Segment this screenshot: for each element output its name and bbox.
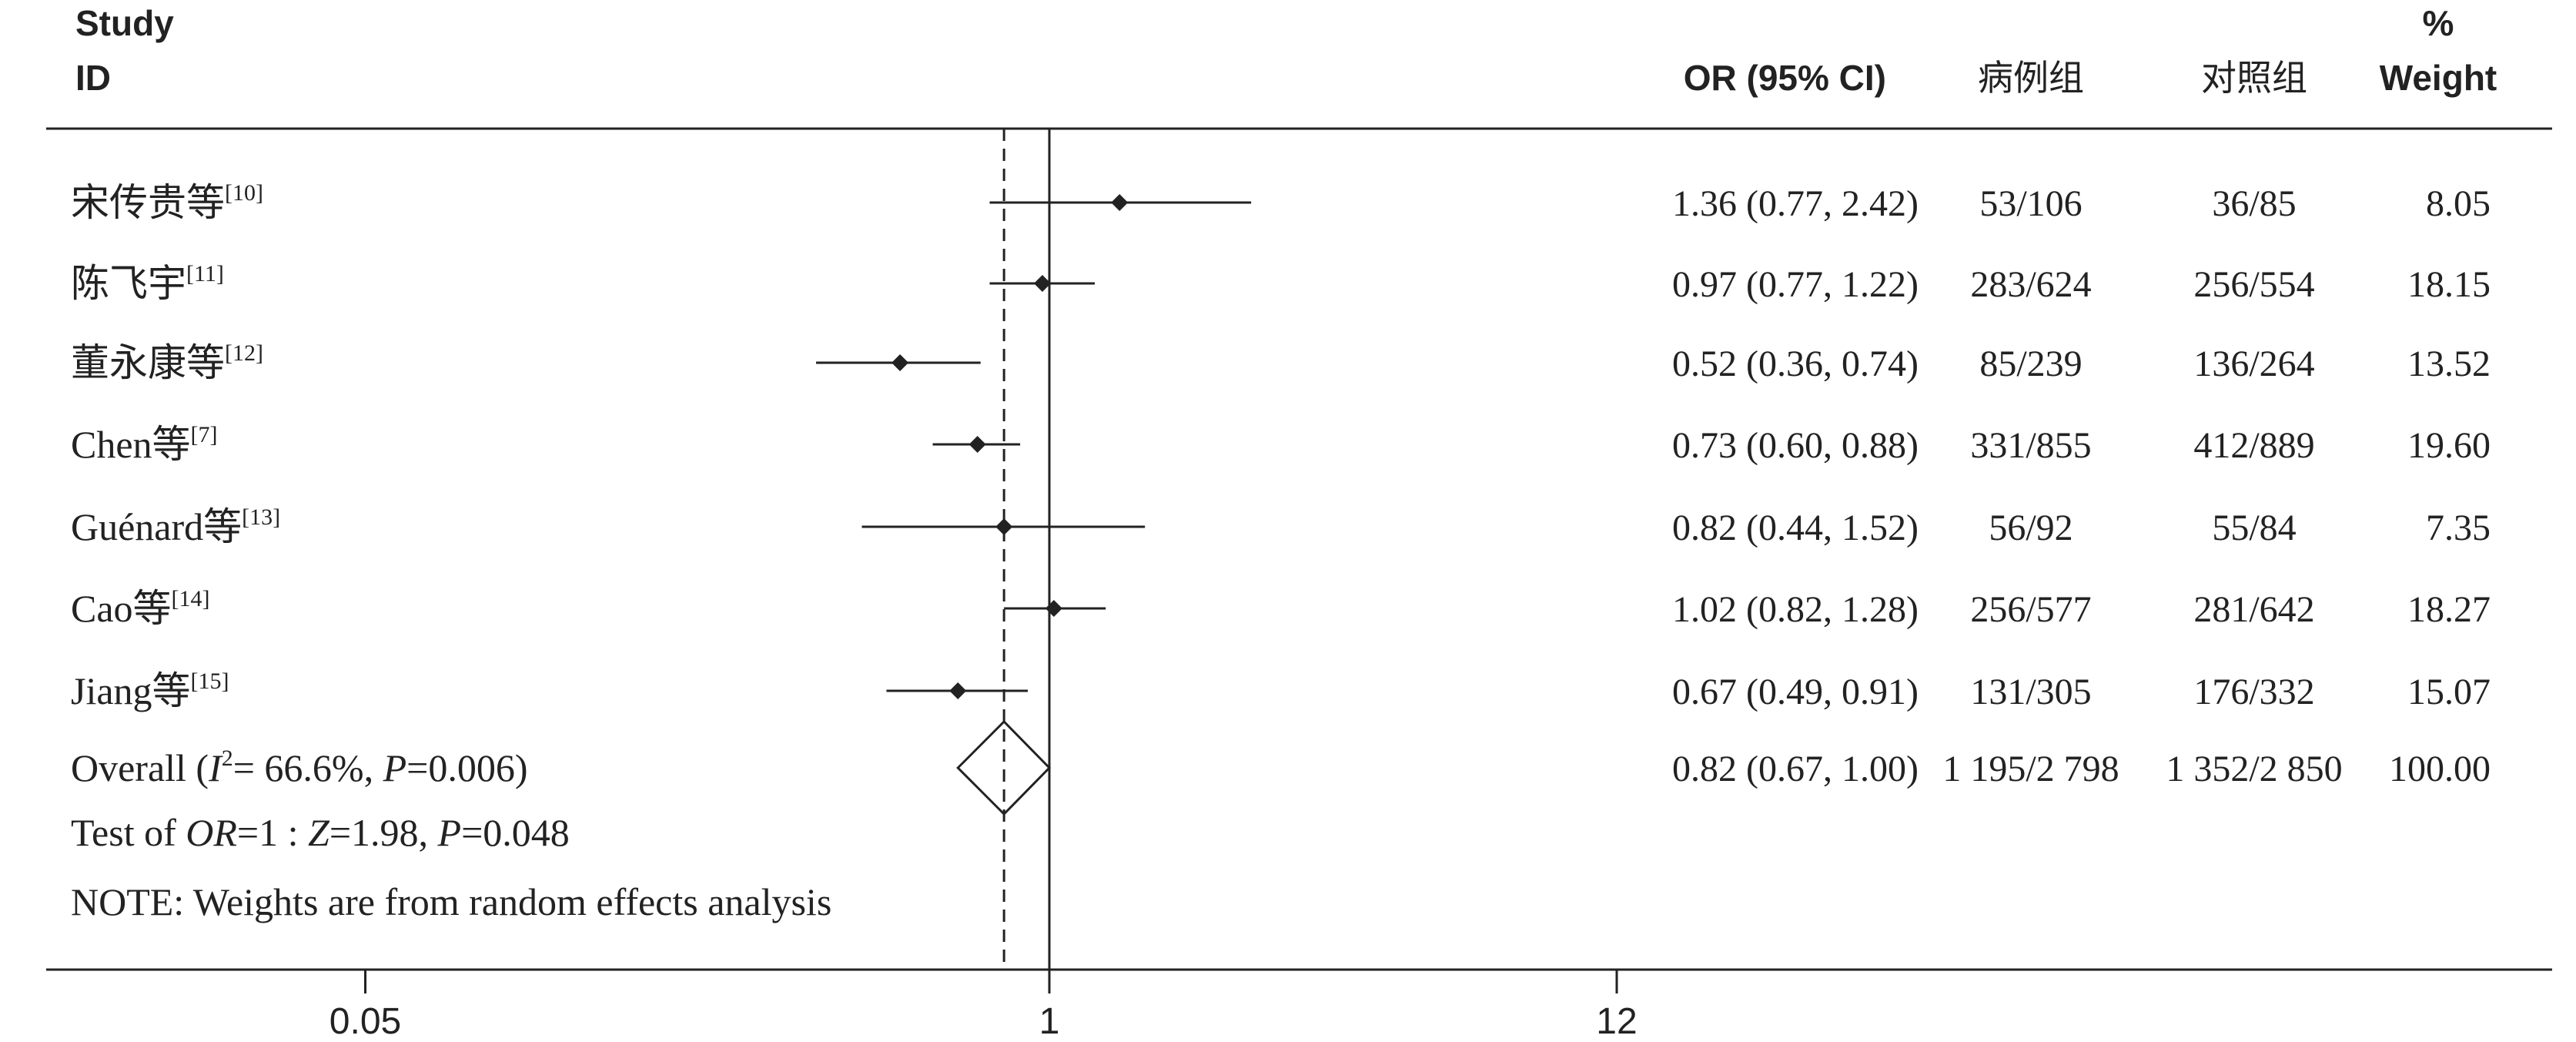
overall-i2-symbol: I: [208, 746, 223, 789]
overall-case: 1 195/2 798: [1942, 749, 2119, 789]
point-estimate: [949, 682, 967, 699]
weight-value: 8.05: [2426, 183, 2491, 224]
header-weight-top: %: [2423, 3, 2454, 43]
case-value: 53/106: [1979, 183, 2082, 224]
weight-value: 18.15: [2407, 264, 2491, 305]
study-label: Chen等[7]: [71, 422, 218, 466]
test-or-symbol: OR: [186, 811, 237, 854]
header-or-ci: OR (95% CI): [1684, 58, 1886, 98]
study-label: 陈飞宇[11]: [71, 261, 224, 305]
study-name: Jiang等: [71, 669, 191, 712]
control-value: 412/889: [2193, 425, 2314, 466]
study-name: 陈飞宇: [71, 262, 186, 305]
study-row: Jiang等[15] 0.67 (0.49, 0.91) 131/305 176/33…: [71, 668, 2491, 712]
study-rows: 宋传贵等[10] 1.36 (0.77, 2.42) 53/106 36/85 8.05…: [71, 180, 2491, 712]
x-tick-label: 0.05: [330, 1001, 401, 1042]
or-ci-value: 0.97 (0.77, 1.22): [1672, 264, 1919, 305]
header-weight: Weight: [2380, 58, 2497, 98]
study-ref: [13]: [242, 504, 280, 530]
control-value: 176/332: [2193, 672, 2314, 712]
weight-value: 7.35: [2426, 508, 2491, 548]
weight-value: 18.27: [2407, 589, 2491, 630]
study-label: Cao等[14]: [71, 586, 210, 630]
study-row: 陈飞宇[11] 0.97 (0.77, 1.22) 283/624 256/554 18…: [71, 261, 2491, 305]
x-axis-ticks: 0.05 1 12: [330, 970, 1638, 1042]
study-ref: [15]: [191, 668, 229, 694]
test-statistic: Test of OR=1 : Z=1.98, P=0.048: [71, 811, 570, 854]
study-name: 董永康等: [71, 341, 225, 384]
study-name: Guénard等: [71, 505, 242, 548]
study-row: Chen等[7] 0.73 (0.60, 0.88) 331/855 412/889 1…: [71, 422, 2491, 466]
overall-row: Overall (I2= 66.6%, P=0.006) 0.82 (0.67,…: [71, 719, 2491, 816]
weight-value: 19.60: [2407, 425, 2491, 466]
study-label: Jiang等[15]: [71, 668, 229, 712]
study-row: 宋传贵等[10] 1.36 (0.77, 2.42) 53/106 36/85 8.05: [71, 180, 2491, 224]
weight-value: 15.07: [2407, 672, 2491, 712]
test-p-value: =0.048: [461, 811, 570, 854]
study-name: Chen等: [71, 423, 191, 466]
or-ci-value: 0.52 (0.36, 0.74): [1672, 343, 1919, 384]
overall-or-ci: 0.82 (0.67, 1.00): [1672, 749, 1919, 789]
header-study: ID: [75, 58, 111, 98]
study-ref: [7]: [191, 422, 218, 447]
or-ci-value: 0.73 (0.60, 0.88): [1672, 425, 1919, 466]
point-estimate: [1033, 275, 1051, 292]
control-value: 281/642: [2193, 589, 2314, 630]
study-label: 宋传贵等[10]: [71, 180, 263, 224]
test-z-value: =1.98,: [330, 811, 438, 854]
case-value: 256/577: [1970, 589, 2091, 630]
overall-p-value: =0.006): [406, 746, 527, 789]
case-value: 56/92: [1989, 508, 2073, 548]
or-ci-value: 1.36 (0.77, 2.42): [1672, 183, 1919, 224]
study-ref: [12]: [225, 340, 263, 366]
test-prefix: Test of: [71, 811, 186, 854]
header: Study ID OR (95% CI) 病例组 对照组 % Weight: [75, 3, 2497, 98]
point-estimate: [969, 436, 986, 453]
point-estimate: [1111, 194, 1129, 211]
overall-i2-sup: 2: [222, 745, 233, 771]
header-control: 对照组: [2201, 58, 2307, 98]
study-label: 董永康等[12]: [71, 340, 263, 384]
overall-label: Overall (I2= 66.6%, P=0.006): [71, 745, 528, 789]
test-p-symbol: P: [437, 811, 462, 854]
overall-i2-value: = 66.6%,: [233, 746, 383, 789]
study-label: Guénard等[13]: [71, 504, 280, 548]
study-ref: [10]: [225, 180, 263, 206]
control-value: 36/85: [2212, 183, 2296, 224]
control-value: 55/84: [2212, 508, 2296, 548]
x-tick-label: 1: [1039, 1001, 1060, 1042]
study-ref: [14]: [172, 586, 210, 611]
or-ci-value: 0.67 (0.49, 0.91): [1672, 672, 1919, 712]
study-row: 董永康等[12] 0.52 (0.36, 0.74) 85/239 136/264 13…: [71, 340, 2491, 384]
overall-p-symbol: P: [383, 746, 407, 789]
point-estimate: [1045, 600, 1062, 617]
control-value: 136/264: [2193, 343, 2314, 384]
test-z-symbol: Z: [308, 811, 330, 854]
case-value: 283/624: [1970, 264, 2091, 305]
or-ci-value: 1.02 (0.82, 1.28): [1672, 589, 1919, 630]
header-study-top: Study: [75, 3, 174, 43]
case-value: 331/855: [1970, 425, 2091, 466]
point-estimate: [995, 518, 1013, 535]
study-ref: [11]: [186, 261, 224, 286]
x-tick-label: 12: [1596, 1001, 1637, 1042]
weight-value: 13.52: [2407, 343, 2491, 384]
header-case: 病例组: [1978, 58, 2084, 98]
study-row: Cao等[14] 1.02 (0.82, 1.28) 256/577 281/642 1…: [71, 586, 2491, 630]
study-name: Cao等: [71, 587, 172, 630]
overall-weight: 100.00: [2389, 749, 2491, 789]
study-row: Guénard等[13] 0.82 (0.44, 1.52) 56/92 55/84 7…: [71, 504, 2491, 548]
overall-control: 1 352/2 850: [2166, 749, 2342, 789]
case-value: 131/305: [1970, 672, 2091, 712]
case-value: 85/239: [1979, 343, 2082, 384]
note-text: NOTE: Weights are from random effects an…: [71, 880, 831, 923]
point-estimate: [892, 354, 909, 371]
study-name: 宋传贵等: [71, 181, 225, 224]
test-mid: =1 :: [237, 811, 308, 854]
or-ci-value: 0.82 (0.44, 1.52): [1672, 508, 1919, 548]
overall-diamond: [956, 719, 1052, 816]
overall-label-prefix: Overall (: [71, 746, 209, 789]
control-value: 256/554: [2193, 264, 2314, 305]
